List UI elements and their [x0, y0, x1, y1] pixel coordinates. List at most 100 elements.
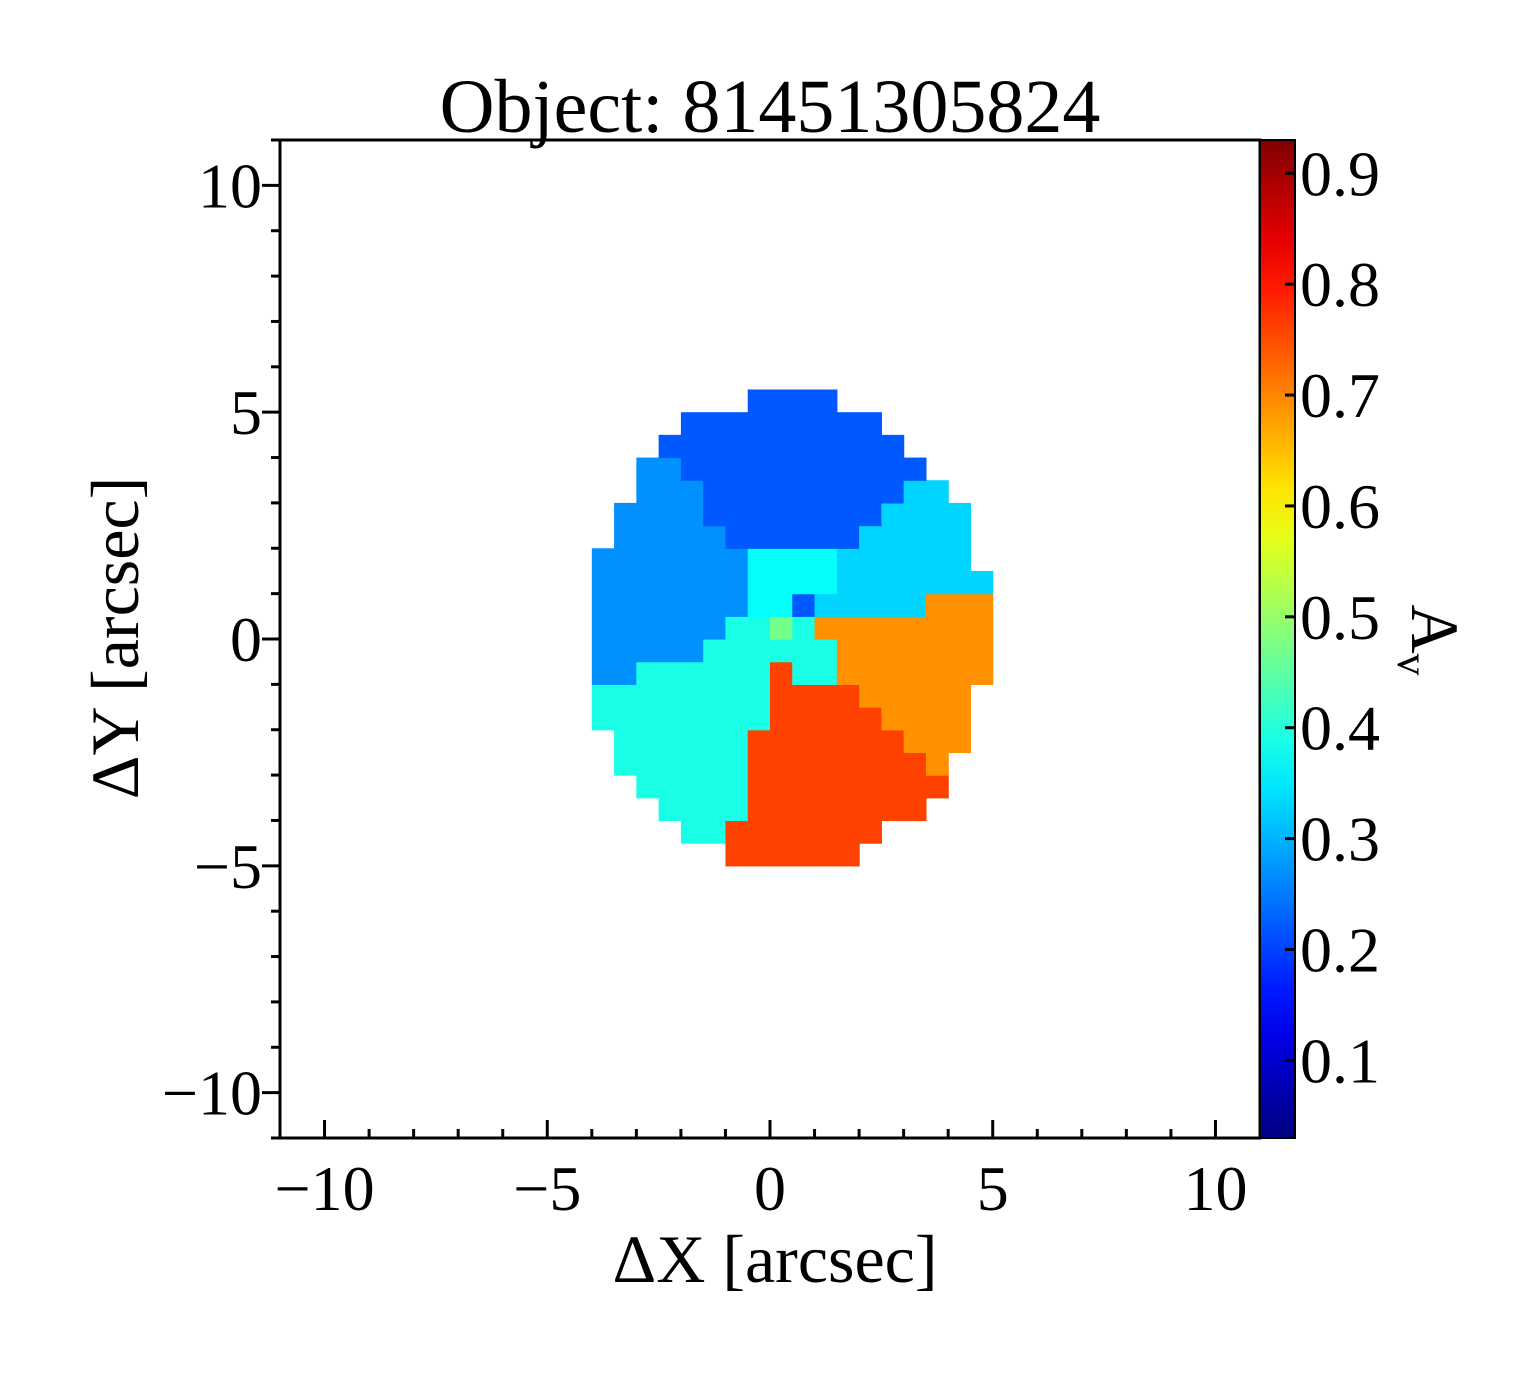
- heatmap-cell: [948, 502, 972, 527]
- heatmap-cell: [836, 639, 860, 663]
- heatmap-cell: [836, 548, 860, 572]
- heatmap-cell: [725, 593, 749, 617]
- heatmap-cell: [925, 593, 949, 617]
- heatmap-cell: [836, 480, 860, 504]
- heatmap-cell: [591, 616, 615, 640]
- heatmap-cell: [948, 593, 972, 617]
- heatmap-cell: [658, 684, 682, 708]
- heatmap-cell: [725, 548, 749, 572]
- heatmap-cell: [814, 434, 838, 459]
- heatmap-cell: [680, 525, 704, 549]
- heatmap-cell: [881, 593, 905, 617]
- heatmap-cell: [703, 797, 727, 822]
- heatmap-cell: [591, 593, 615, 617]
- y-tick-label: 10: [198, 150, 262, 221]
- heatmap-cell: [747, 752, 771, 776]
- heatmap-cell: [725, 502, 749, 527]
- heatmap-cell: [658, 729, 682, 754]
- heatmap-cell: [948, 639, 972, 663]
- heatmap-cell: [859, 684, 882, 708]
- heatmap-cell: [680, 434, 704, 459]
- heatmap-cell: [747, 525, 771, 549]
- heatmap-cell: [614, 525, 637, 549]
- heatmap-cell: [970, 593, 994, 617]
- heatmap-cell: [814, 797, 838, 822]
- heatmap-cell: [614, 570, 637, 595]
- heatmap-cell: [903, 775, 927, 799]
- heatmap-cell: [836, 707, 860, 731]
- heatmap-cell: [881, 775, 905, 799]
- heatmap-cell: [925, 775, 949, 799]
- heatmap-cell: [770, 457, 793, 481]
- heatmap-cell: [703, 412, 727, 436]
- heatmap-cell: [636, 480, 660, 504]
- heatmap-cell: [881, 616, 905, 640]
- heatmap-cell: [680, 457, 704, 481]
- heatmap-cell: [614, 502, 637, 527]
- heatmap-cell: [636, 525, 660, 549]
- heatmap-cell: [636, 616, 660, 640]
- heatmap-cell: [859, 639, 882, 663]
- heatmap-cell: [658, 480, 682, 504]
- heatmap-cell: [703, 775, 727, 799]
- colorbar-tick-label: 0.6: [1300, 471, 1380, 542]
- heatmap-cell: [970, 616, 994, 640]
- heatmap-cell: [658, 548, 682, 572]
- heatmap-cells: [591, 389, 994, 867]
- heatmap-cell: [792, 616, 816, 640]
- heatmap-cell: [792, 412, 816, 436]
- heatmap-cell: [903, 684, 927, 708]
- heatmap-cell: [636, 457, 660, 481]
- heatmap-cell: [948, 684, 972, 708]
- heatmap-cell: [680, 548, 704, 572]
- heatmap-cell: [747, 684, 771, 708]
- heatmap-cell: [792, 593, 816, 617]
- heatmap-cell: [591, 570, 615, 595]
- heatmap-cell: [881, 639, 905, 663]
- colorbar-label-main: A: [1397, 604, 1473, 653]
- heatmap-cell: [859, 616, 882, 640]
- heatmap-cell: [859, 570, 882, 595]
- heatmap-cell: [836, 775, 860, 799]
- heatmap-cell: [814, 684, 838, 708]
- heatmap-cell: [725, 616, 749, 640]
- heatmap-cell: [859, 820, 882, 844]
- heatmap-cell: [636, 502, 660, 527]
- heatmap-cell: [792, 480, 816, 504]
- heatmap-cell: [770, 843, 793, 867]
- heatmap-cell: [703, 752, 727, 776]
- heatmap-cell: [859, 752, 882, 776]
- heatmap-cell: [903, 457, 927, 481]
- heatmap-cell: [814, 593, 838, 617]
- heatmap-cell: [680, 480, 704, 504]
- heatmap-cell: [836, 593, 860, 617]
- heatmap-cell: [948, 525, 972, 549]
- heatmap-cell: [814, 457, 838, 481]
- colorbar-tick-label: 0.1: [1300, 1025, 1380, 1096]
- heatmap-cell: [859, 707, 882, 731]
- heatmap-cell: [925, 707, 949, 731]
- heatmap-cell: [636, 707, 660, 731]
- heatmap-cell: [814, 389, 838, 413]
- heatmap-cell: [703, 525, 727, 549]
- heatmap-cell: [770, 412, 793, 436]
- y-tick-label: 5: [230, 377, 262, 448]
- heatmap-cell: [614, 548, 637, 572]
- heatmap-cell: [792, 457, 816, 481]
- heatmap-cell: [747, 661, 771, 685]
- heatmap-cell: [903, 525, 927, 549]
- heatmap-cell: [747, 775, 771, 799]
- heatmap-cell: [636, 570, 660, 595]
- x-tick-label: 0: [754, 1153, 786, 1224]
- heatmap-cell: [903, 593, 927, 617]
- y-tick-label: −5: [194, 831, 262, 902]
- heatmap-cell: [859, 480, 882, 504]
- heatmap-cell: [703, 570, 727, 595]
- colorbar-tick-label: 0.5: [1300, 582, 1380, 653]
- heatmap-cell: [881, 525, 905, 549]
- heatmap-cell: [925, 548, 949, 572]
- heatmap-cell: [770, 593, 793, 617]
- colorbar-tick-label: 0.3: [1300, 804, 1380, 875]
- colorbar-label-subscript: v: [1388, 654, 1437, 676]
